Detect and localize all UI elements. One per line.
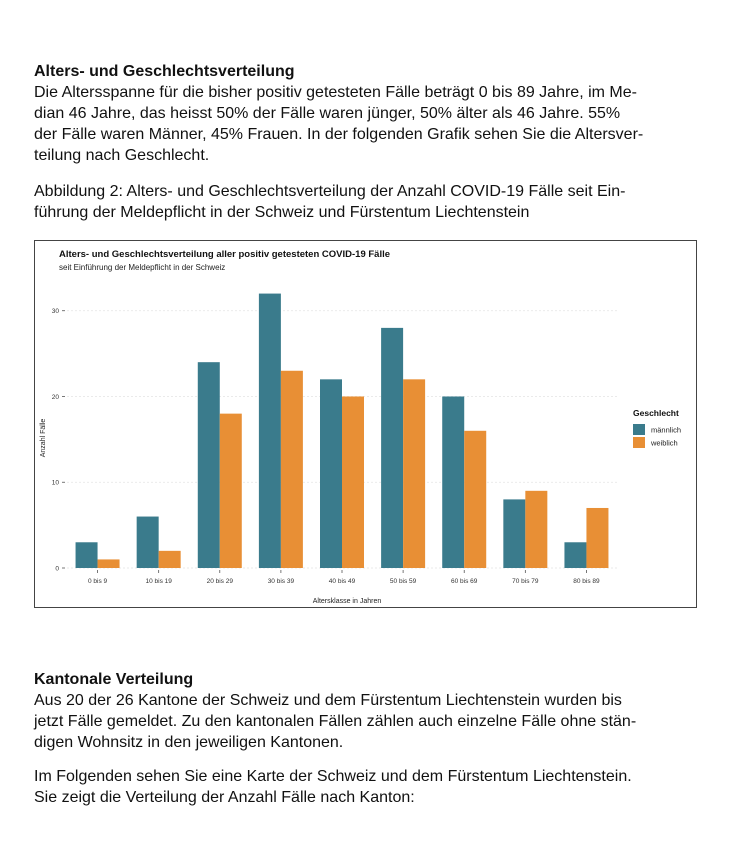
paragraph-line: Sie zeigt die Verteilung der Anzahl Fäll… xyxy=(34,789,415,806)
paragraph-line: Im Folgenden sehen Sie eine Karte der Sc… xyxy=(34,768,632,785)
y-tick-label: 30 xyxy=(52,308,60,315)
x-axis-label: Altersklasse in Jahren xyxy=(313,598,382,605)
bar-männlich xyxy=(320,379,342,568)
legend-swatch xyxy=(633,437,645,448)
paragraph-line: teilung nach Geschlecht. xyxy=(34,147,210,164)
bar-weiblich xyxy=(158,550,181,568)
caption-line: führung der Meldepflicht in der Schweiz … xyxy=(34,204,530,221)
legend-label: weiblich xyxy=(650,439,678,448)
bar-weiblich xyxy=(342,396,364,568)
x-tick-label: 60 bis 69 xyxy=(451,578,478,585)
x-tick-label: 40 bis 49 xyxy=(329,578,356,585)
bar-männlich xyxy=(136,516,159,568)
paragraph-line: Aus 20 der 26 Kantone der Schweiz und de… xyxy=(34,692,622,709)
section-age-sex: Alters- und Geschlechtsverteilung Die Al… xyxy=(34,62,714,166)
legend: Geschlecht männlich weiblich xyxy=(633,408,681,448)
legend-label: männlich xyxy=(651,426,681,435)
section-heading: Alters- und Geschlechtsverteilung xyxy=(34,63,295,80)
bar-weiblich xyxy=(525,490,548,568)
bar-chart: Alters- und Geschlechtsverteilung aller … xyxy=(40,249,681,605)
chart-frame: Alters- und Geschlechtsverteilung aller … xyxy=(34,240,697,608)
paragraph-line: dian 46 Jahre, das heisst 50% der Fälle … xyxy=(34,105,621,122)
bar-männlich xyxy=(503,499,526,568)
bar-weiblich xyxy=(586,507,609,568)
section-heading: Kantonale Verteilung xyxy=(34,671,194,688)
section-paragraph: Die Altersspanne für die bisher positiv … xyxy=(34,82,714,166)
bar-männlich xyxy=(197,362,220,568)
x-tick-label: 0 bis 9 xyxy=(88,578,108,585)
bar-weiblich xyxy=(464,430,487,568)
bars xyxy=(75,293,609,568)
bar-männlich xyxy=(381,327,404,568)
y-tick-label: 0 xyxy=(55,566,59,573)
section-paragraph: Aus 20 der 26 Kantone der Schweiz und de… xyxy=(34,690,714,753)
bar-männlich xyxy=(442,396,465,568)
y-tick-label: 10 xyxy=(52,480,60,487)
chart-subtitle: seit Einführung der Meldepflicht in der … xyxy=(59,263,225,272)
legend-title: Geschlecht xyxy=(633,408,679,418)
x-tick-label: 30 bis 39 xyxy=(268,578,295,585)
y-axis-ticks: 0 10 20 30 xyxy=(52,308,65,573)
y-tick-label: 20 xyxy=(52,394,60,401)
bar-männlich xyxy=(258,293,281,568)
paragraph-line: digen Wohnsitz in den jeweiligen Kantone… xyxy=(34,734,344,751)
x-tick-label: 10 bis 19 xyxy=(145,578,172,585)
chart-title: Alters- und Geschlechtsverteilung aller … xyxy=(59,249,390,260)
bar-weiblich xyxy=(403,379,426,568)
paragraph-line: Die Altersspanne für die bisher positiv … xyxy=(34,84,637,101)
section-map-intro: Im Folgenden sehen Sie eine Karte der Sc… xyxy=(34,766,714,808)
paragraph-line: jetzt Fälle gemeldet. Zu den kantonalen … xyxy=(34,713,637,730)
section-paragraph: Im Folgenden sehen Sie eine Karte der Sc… xyxy=(34,766,714,808)
caption-line: Abbildung 2: Alters- und Geschlechtsvert… xyxy=(34,183,626,200)
paragraph-line: der Fälle waren Männer, 45% Frauen. In d… xyxy=(34,126,644,143)
bar-männlich xyxy=(564,542,587,568)
y-axis-label: Anzahl Fälle xyxy=(40,419,47,458)
bar-weiblich xyxy=(280,370,303,568)
x-tick-label: 50 bis 59 xyxy=(390,578,417,585)
legend-swatch xyxy=(633,424,645,435)
bar-weiblich xyxy=(97,559,120,568)
x-axis-ticks: 0 bis 9 10 bis 19 20 bis 29 30 bis 39 40 bis… xyxy=(88,570,600,585)
x-tick-label: 80 bis 89 xyxy=(573,578,600,585)
section-cantonal: Kantonale Verteilung Aus 20 der 26 Kanto… xyxy=(34,670,714,753)
x-tick-label: 20 bis 29 xyxy=(207,578,234,585)
bar-weiblich xyxy=(219,413,242,568)
figure-caption: Abbildung 2: Alters- und Geschlechtsvert… xyxy=(34,181,714,223)
bar-männlich xyxy=(75,542,98,568)
x-tick-label: 70 bis 79 xyxy=(512,578,539,585)
